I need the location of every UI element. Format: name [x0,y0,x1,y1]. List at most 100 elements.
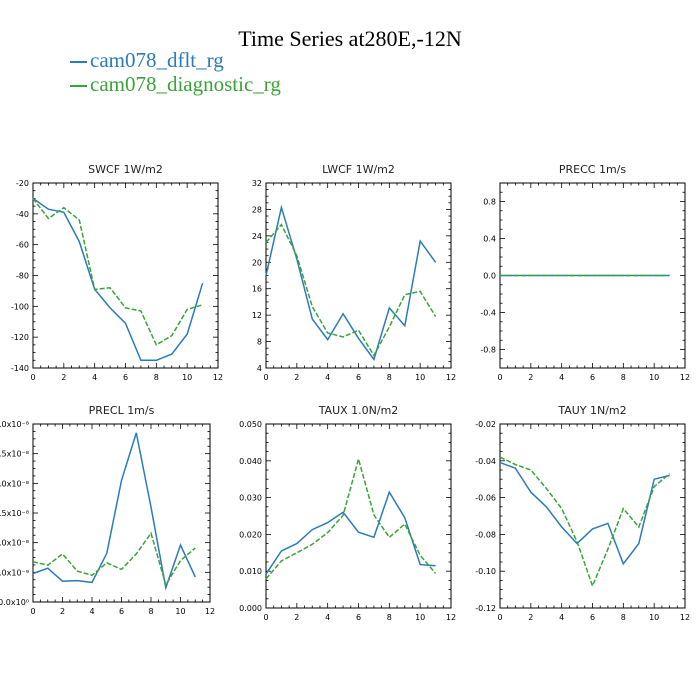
y-tick-label: -0.12 [475,604,496,613]
y-tick-label: 24 [252,232,262,241]
x-tick-label: 12 [205,607,215,616]
series-line-dflt [499,461,670,566]
x-tick-label: 12 [446,373,456,382]
page-title: Time Series at280E,-12N [238,26,462,51]
x-tick-label: 2 [294,613,299,622]
y-tick-label: -0.8 [480,346,496,355]
y-tick-label: 0.040 [239,457,262,466]
x-tick-label: 12 [680,373,690,382]
y-tick-label: 1.5x10⁻⁸ [0,509,29,518]
x-tick-label: 0 [263,613,268,622]
series-line-diagnostic [32,531,196,587]
x-tick-label: 8 [148,607,153,616]
y-tick-label: -120 [11,333,29,342]
x-tick-label: 2 [528,373,533,382]
chart-panel: SWCF 1W/m2 0 2 4 6 8 10 12 -140 -120 -100 -80 -60 -40… [11,163,223,382]
chart-title: SWCF 1W/m2 [88,163,163,176]
y-tick-label: -100 [11,302,29,311]
legend-label-diagnostic: cam078_diagnostic_rg [90,72,281,96]
x-tick-label: 10 [182,373,192,382]
x-tick-label: 4 [559,613,564,622]
x-tick-label: 8 [621,613,626,622]
y-tick-label: 12 [252,311,262,320]
y-tick-label: 0.8 [483,198,496,207]
legend-line-diagnostic [70,85,87,88]
series-line-dflt [265,490,436,575]
x-tick-label: 10 [649,373,659,382]
x-tick-label: 2 [61,373,66,382]
x-tick-label: 0 [497,613,502,622]
y-tick-label: -140 [11,364,29,373]
x-tick-label: 6 [119,607,124,616]
y-tick-label: 0.0x10⁰ [0,598,29,607]
y-tick-label: -80 [16,272,29,281]
x-tick-label: 2 [60,607,65,616]
series-line-diagnostic [265,223,437,357]
chart-panel: PRECC 1m/s 0 2 4 6 8 10 12 -0.8 -0.4 0.0 0.4 0.8 [480,163,690,382]
legend-item-diagnostic: cam078_diagnostic_rg [70,72,281,97]
y-tick-label: -0.4 [480,309,496,318]
x-tick-label: 6 [356,373,361,382]
chart-title: TAUY 1N/m2 [557,404,626,417]
legend-item-dflt: cam078_dflt_rg [70,48,224,73]
x-tick-label: 6 [590,373,595,382]
x-tick-label: 8 [154,373,159,382]
y-tick-label: 32 [252,179,262,188]
x-tick-label: 4 [89,607,94,616]
x-tick-label: 8 [621,373,626,382]
y-tick-label: -0.10 [475,567,496,576]
y-tick-label: 0.0 [483,272,496,281]
chart-panel: PRECL 1m/s 0 2 4 6 8 10 12 0.0x10⁰ 5.0x10⁻⁹ 1.0x10… [0,404,215,616]
y-tick-label: 1.0x10⁻⁸ [0,539,29,548]
y-tick-label: -0.08 [475,530,496,539]
series-line-diagnostic [32,197,203,346]
series-line-dflt [32,432,196,591]
y-tick-label: 0.010 [239,567,262,576]
y-tick-label: -40 [16,210,29,219]
series-line-diagnostic [499,456,671,588]
x-tick-label: 10 [415,613,425,622]
chart-title: LWCF 1W/m2 [322,163,395,176]
y-tick-label: 0.000 [239,604,262,613]
x-tick-label: 6 [356,613,361,622]
x-tick-label: 0 [30,607,35,616]
x-tick-label: 10 [175,607,185,616]
y-tick-label: -0.02 [475,420,496,429]
plot-frame [265,182,452,369]
x-tick-label: 12 [446,613,456,622]
y-tick-label: 3.0x10⁻⁸ [0,420,29,429]
plot-frame [32,423,211,603]
y-tick-label: 28 [252,205,262,214]
x-tick-label: 0 [263,373,268,382]
y-tick-label: 2.0x10⁻⁸ [0,479,29,488]
series-line-dflt [265,204,437,362]
y-tick-label: 8 [257,338,262,347]
y-tick-label: -60 [16,241,29,250]
x-tick-label: 8 [387,613,392,622]
x-tick-label: 4 [325,373,330,382]
legend-label-dflt: cam078_dflt_rg [90,48,224,72]
chart-title: PRECC 1m/s [559,163,627,176]
x-tick-label: 6 [590,613,595,622]
chart-panel: TAUY 1N/m2 0 2 4 6 8 10 12 -0.12 -0.10 -0.08 -0.06 -… [475,404,690,622]
y-tick-label: -20 [16,179,29,188]
series-line-diagnostic [265,456,437,580]
y-tick-label: 0.020 [239,530,262,539]
x-tick-label: 4 [92,373,97,382]
x-tick-label: 10 [649,613,659,622]
x-tick-label: 6 [123,373,128,382]
y-tick-label: -0.04 [475,457,496,466]
x-tick-label: 12 [213,373,223,382]
x-tick-label: 2 [294,373,299,382]
x-tick-label: 10 [415,373,425,382]
y-tick-label: 5.0x10⁻⁹ [0,568,29,577]
y-tick-label: 16 [252,285,262,294]
chart-title: PRECL 1m/s [89,404,155,417]
legend-line-dflt [70,61,87,64]
chart-title: TAUX 1.0N/m2 [318,404,399,417]
y-tick-label: 4 [257,364,262,373]
x-tick-label: 8 [387,373,392,382]
y-tick-label: 0.050 [239,420,262,429]
